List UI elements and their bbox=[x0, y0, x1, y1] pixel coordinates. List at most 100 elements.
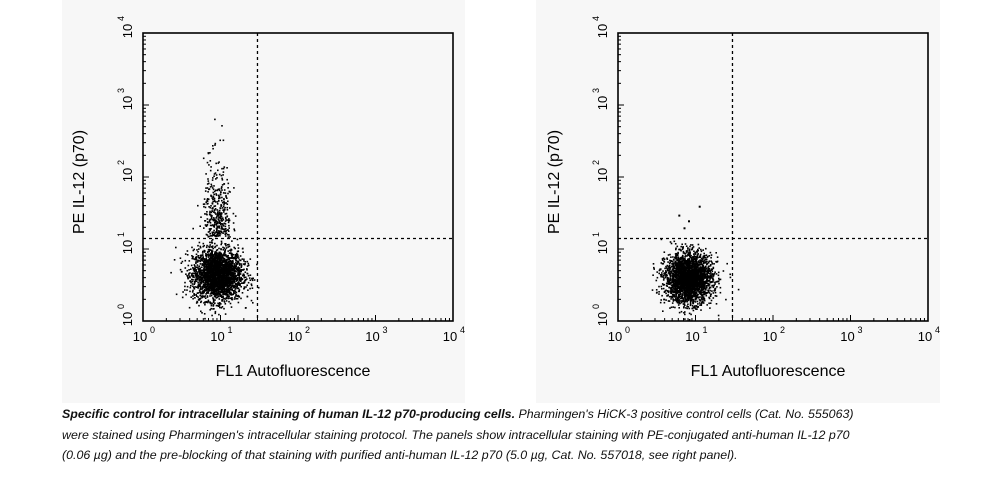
data-point bbox=[225, 228, 227, 230]
data-point bbox=[242, 263, 245, 265]
data-point bbox=[214, 246, 216, 249]
data-point bbox=[217, 254, 219, 257]
data-point bbox=[696, 300, 699, 303]
data-point bbox=[663, 291, 666, 293]
data-point bbox=[191, 272, 193, 275]
data-point bbox=[679, 282, 682, 284]
data-point bbox=[710, 268, 713, 270]
data-point bbox=[221, 278, 223, 280]
data-point bbox=[206, 213, 208, 216]
data-point bbox=[704, 281, 706, 284]
data-point bbox=[681, 293, 683, 295]
data-point bbox=[197, 250, 199, 253]
data-point bbox=[680, 310, 683, 313]
data-point bbox=[217, 305, 220, 307]
data-point bbox=[229, 249, 231, 252]
data-point bbox=[699, 293, 702, 295]
data-point bbox=[206, 292, 208, 294]
data-point bbox=[214, 212, 216, 214]
data-point bbox=[675, 254, 677, 257]
data-point bbox=[214, 271, 217, 273]
data-point bbox=[218, 294, 221, 296]
data-point bbox=[238, 274, 240, 277]
data-point bbox=[704, 286, 706, 289]
data-point bbox=[671, 284, 674, 287]
data-point bbox=[687, 253, 690, 255]
data-point bbox=[697, 293, 699, 296]
data-point bbox=[662, 276, 665, 278]
data-point bbox=[235, 295, 237, 297]
data-point bbox=[675, 299, 677, 301]
data-point bbox=[227, 250, 229, 252]
data-point bbox=[223, 247, 225, 249]
data-point bbox=[226, 167, 228, 169]
data-point bbox=[221, 167, 223, 170]
data-point bbox=[220, 230, 222, 232]
data-point bbox=[224, 313, 227, 315]
data-point bbox=[217, 214, 219, 217]
data-point bbox=[206, 218, 209, 220]
data-point bbox=[682, 299, 685, 301]
data-point bbox=[192, 274, 195, 277]
data-point bbox=[209, 293, 212, 295]
data-point bbox=[217, 162, 220, 164]
data-point bbox=[212, 231, 215, 234]
data-point bbox=[249, 274, 252, 276]
data-point bbox=[661, 272, 663, 274]
data-point bbox=[173, 259, 176, 261]
data-point bbox=[236, 283, 238, 285]
y-tick-exponent: 3 bbox=[116, 88, 126, 93]
data-point bbox=[672, 270, 675, 272]
data-point bbox=[221, 288, 223, 290]
data-point bbox=[209, 277, 212, 280]
data-point bbox=[687, 303, 689, 306]
data-point bbox=[202, 271, 205, 274]
data-point bbox=[673, 278, 675, 281]
data-point bbox=[195, 261, 197, 263]
data-point bbox=[233, 228, 235, 230]
data-point bbox=[233, 229, 236, 232]
data-point bbox=[220, 274, 222, 276]
data-point bbox=[230, 250, 232, 252]
data-point bbox=[219, 271, 222, 273]
data-point bbox=[204, 268, 207, 270]
data-point bbox=[699, 267, 702, 270]
data-point bbox=[221, 296, 223, 298]
data-point bbox=[246, 269, 248, 271]
data-point bbox=[241, 274, 244, 277]
data-point bbox=[212, 293, 215, 295]
data-point bbox=[222, 217, 224, 219]
data-point bbox=[694, 253, 697, 255]
data-point bbox=[231, 273, 233, 275]
data-point bbox=[677, 259, 680, 262]
y-tick-label-group: 100 bbox=[116, 304, 135, 326]
data-point bbox=[206, 271, 209, 274]
data-point bbox=[195, 280, 198, 282]
data-point bbox=[225, 217, 227, 220]
data-point bbox=[224, 249, 226, 252]
y-tick-label-group: 103 bbox=[116, 88, 135, 110]
data-point bbox=[207, 178, 209, 180]
data-point bbox=[215, 286, 217, 288]
data-point bbox=[219, 302, 221, 304]
data-point bbox=[200, 300, 203, 303]
data-point bbox=[210, 205, 212, 207]
data-point bbox=[226, 215, 228, 218]
data-point bbox=[669, 272, 672, 275]
data-point bbox=[681, 254, 684, 257]
data-point bbox=[233, 275, 235, 278]
data-point bbox=[236, 253, 238, 256]
data-point bbox=[223, 266, 226, 268]
data-point bbox=[709, 251, 712, 254]
data-point bbox=[213, 200, 216, 202]
data-point bbox=[231, 255, 233, 257]
data-point bbox=[223, 274, 226, 276]
data-point bbox=[706, 260, 708, 263]
data-point bbox=[210, 254, 213, 257]
data-point bbox=[228, 224, 230, 227]
data-point bbox=[737, 288, 740, 291]
data-point bbox=[697, 248, 699, 251]
data-point bbox=[677, 273, 680, 275]
data-point bbox=[666, 268, 669, 270]
